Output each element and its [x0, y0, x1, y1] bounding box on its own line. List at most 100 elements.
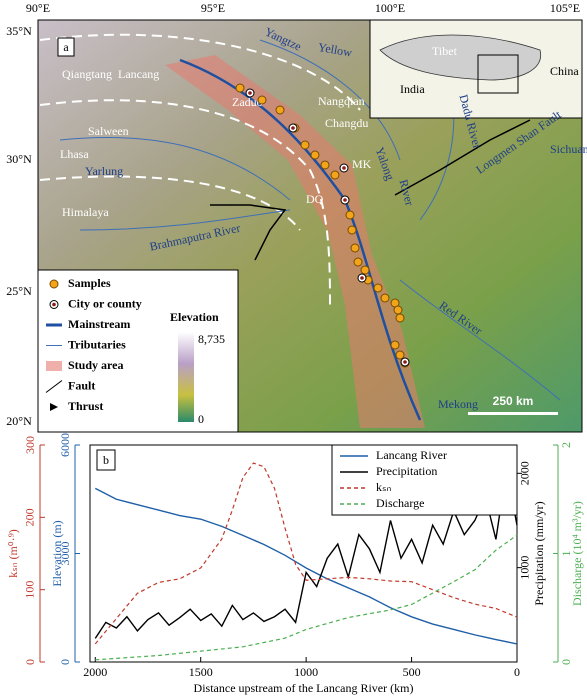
panel-label-box: [57, 37, 75, 57]
x-tick-label: 2000: [83, 665, 107, 679]
inset-label: Tibet: [432, 44, 458, 58]
y-tick-label: 0: [559, 659, 573, 665]
series-line: [94, 462, 518, 645]
chart-panel: [89, 444, 518, 663]
place-label: Yellow: [317, 40, 353, 60]
sample: [300, 140, 310, 150]
y-tick-label: 1000: [518, 556, 532, 580]
series-line: [94, 468, 518, 639]
lon-label: 100°E: [375, 1, 405, 15]
legend-label: Study area: [68, 358, 123, 372]
sample: [373, 283, 383, 293]
place-label: Yarlung: [85, 164, 123, 178]
sample: [275, 105, 285, 115]
y-axis-label: Precipitation (mm/yr): [532, 501, 546, 605]
sample: [235, 83, 245, 93]
scale-bar: [468, 412, 558, 415]
elevation-title: Elevation: [170, 310, 219, 324]
inset-label: India: [400, 82, 425, 96]
series-line: [94, 487, 518, 645]
legend-label: Fault: [68, 378, 95, 392]
legend-label: Precipitation: [376, 464, 437, 478]
y-tick-label: 6000: [58, 433, 72, 457]
tributary: [59, 39, 561, 401]
boundary: [39, 33, 361, 111]
scale-label: 250 km: [493, 394, 534, 408]
city-dot: [343, 198, 347, 202]
place-label: Nangqian: [318, 94, 365, 108]
city-dot: [291, 126, 295, 130]
y-axis-label: kₛₙ (m⁰·⁹): [6, 529, 20, 578]
city-dot: [360, 276, 364, 280]
y-tick-label: 3000: [58, 542, 72, 566]
elevation-max: 8,735: [198, 332, 225, 346]
sample: [353, 257, 363, 267]
study-area: [165, 55, 425, 428]
series-line: [95, 534, 518, 661]
city-dot: [342, 166, 346, 170]
y-tick-label: 1: [559, 551, 573, 557]
x-axis-label: Distance upstream of the Lancang River (…: [194, 681, 414, 695]
boundary: [39, 99, 331, 311]
legend-label: Discharge: [376, 496, 424, 510]
legend-label: Mainstream: [68, 317, 130, 331]
city-dot: [403, 360, 407, 364]
sample: [310, 150, 320, 160]
legend-label: Lancang River: [376, 448, 447, 462]
legend-label: Tributaries: [68, 337, 126, 351]
x-tick-label: 500: [403, 665, 421, 679]
y-tick-label: 200: [23, 508, 37, 526]
sample: [330, 170, 340, 180]
boundary: [39, 175, 301, 231]
y-tick-label: 0: [58, 659, 72, 665]
legend-thrust: [50, 403, 58, 411]
y-axis-label: Discharge (10⁴ m³/yr): [570, 501, 584, 606]
legend-label: City or county: [68, 296, 142, 310]
y-tick-label: 0: [23, 659, 37, 665]
legend-label: kₛₙ: [376, 480, 391, 494]
sample: [345, 210, 355, 220]
inset: [369, 19, 583, 119]
sample: [320, 160, 330, 170]
elevation-min: 0: [198, 412, 204, 426]
lat-label: 25°N: [6, 284, 32, 298]
legend-label: Thrust: [68, 399, 103, 413]
place-label: Lhasa: [60, 147, 89, 161]
y-tick-label: 2000: [518, 461, 532, 485]
panel-label: b: [103, 453, 109, 467]
map-legend: Samples City or county Mainstream Tributari…: [37, 269, 239, 433]
x-tick-label: 1000: [294, 665, 318, 679]
city-dot: [248, 91, 252, 95]
sample: [360, 265, 370, 275]
panel-label-box: [96, 449, 116, 471]
place-label: DQ: [306, 192, 324, 206]
legend-box: [37, 269, 239, 433]
sample: [393, 305, 403, 315]
lon-label: 105°E: [550, 1, 580, 15]
legend-fault: [45, 380, 63, 393]
sample: [350, 243, 360, 253]
sample: [257, 95, 267, 105]
lat-label: 35°N: [6, 24, 32, 38]
lat-label: 20°N: [6, 414, 32, 428]
panel-label: a: [63, 40, 69, 54]
place-label: River: [396, 178, 416, 207]
sample: [380, 293, 390, 303]
inset-label: China: [550, 64, 579, 78]
y-tick-label: 100: [23, 581, 37, 599]
place-label: Zaduo: [232, 95, 263, 109]
place-label: Mekong: [438, 397, 478, 411]
legend-sample: [49, 279, 59, 289]
x-tick-label: 0: [514, 665, 520, 679]
legend-label: Samples: [68, 276, 111, 290]
lon-label: 90°E: [26, 1, 50, 15]
place-label: Himalaya: [62, 205, 109, 219]
y-tick-label: 300: [23, 436, 37, 454]
elevation-bar: [178, 332, 194, 422]
place-label: Changdu: [325, 116, 368, 130]
place-label: Salween: [88, 124, 129, 138]
sample: [390, 340, 400, 350]
place-label: MK: [352, 157, 372, 171]
x-tick-label: 1500: [189, 665, 213, 679]
